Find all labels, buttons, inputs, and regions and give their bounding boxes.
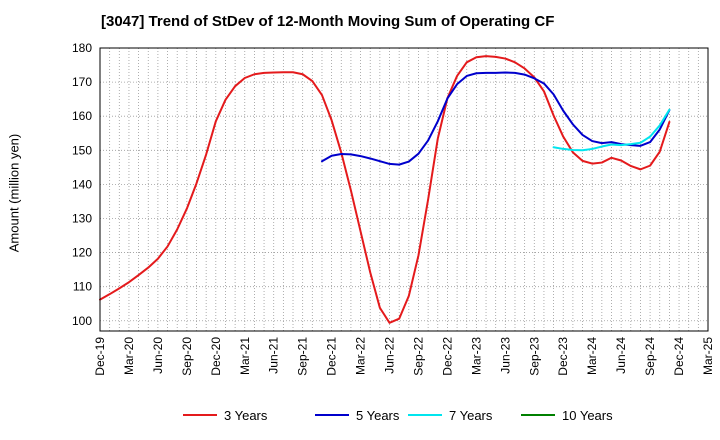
x-tick-label: Dec-22 xyxy=(440,337,454,376)
x-tick-label: Dec-24 xyxy=(672,337,686,376)
x-tick-label: Sep-24 xyxy=(643,337,657,376)
x-tick-label: Jun-23 xyxy=(498,337,512,374)
x-tick-label: Mar-20 xyxy=(122,337,136,375)
series-line-5-years xyxy=(320,71,671,166)
x-tick-label: Sep-23 xyxy=(527,337,541,376)
x-tick-label: Jun-21 xyxy=(267,337,281,374)
y-tick-label: 170 xyxy=(72,75,92,89)
x-tick-label: Sep-21 xyxy=(296,337,310,376)
x-tick-label: Mar-24 xyxy=(585,337,599,375)
x-tick-label: Sep-20 xyxy=(180,337,194,376)
series-lines xyxy=(99,55,671,324)
x-tick-label: Mar-25 xyxy=(701,337,715,375)
x-tick-label: Jun-24 xyxy=(614,337,628,374)
legend-label: 7 Years xyxy=(449,408,493,423)
chart-title: [3047] Trend of StDev of 12-Month Moving… xyxy=(101,13,555,30)
x-tick-label: Mar-23 xyxy=(469,337,483,375)
legend-label: 5 Years xyxy=(356,408,400,423)
grid-lines xyxy=(100,47,708,331)
legend: 3 Years 5 Years 7 Years 10 Years xyxy=(183,408,613,423)
plot-frame xyxy=(99,47,709,332)
legend-label: 3 Years xyxy=(224,408,268,423)
x-tick-label: Dec-20 xyxy=(209,337,223,376)
y-tick-label: 140 xyxy=(72,177,92,191)
y-tick-label: 130 xyxy=(72,211,92,225)
x-tick-label: Jun-20 xyxy=(151,337,165,374)
y-tick-label: 110 xyxy=(73,280,92,294)
x-tick-label: Dec-19 xyxy=(93,337,107,376)
plot-background xyxy=(100,48,708,331)
x-tick-label: Jun-22 xyxy=(383,337,397,374)
y-tick-labels: 100 110 120 130 140 150 160 170 180 xyxy=(72,41,92,328)
legend-label: 10 Years xyxy=(562,408,613,423)
x-tick-label: Mar-21 xyxy=(238,337,252,375)
y-tick-label: 150 xyxy=(72,143,92,157)
y-tick-label: 100 xyxy=(72,314,92,328)
y-tick-label: 160 xyxy=(72,109,92,123)
series-line-7-years xyxy=(552,108,671,152)
y-tick-label: 120 xyxy=(72,246,92,260)
x-tick-label: Sep-22 xyxy=(411,337,425,376)
series-line-3-years xyxy=(99,55,671,324)
x-tick-label: Dec-23 xyxy=(556,337,570,376)
x-tick-label: Dec-21 xyxy=(325,337,339,376)
x-tick-labels: Dec-19 Mar-20 Jun-20 Sep-20 Dec-20 Mar-21 Jun-… xyxy=(93,337,715,376)
x-tick-label: Mar-22 xyxy=(354,337,368,375)
y-tick-label: 180 xyxy=(72,41,92,55)
